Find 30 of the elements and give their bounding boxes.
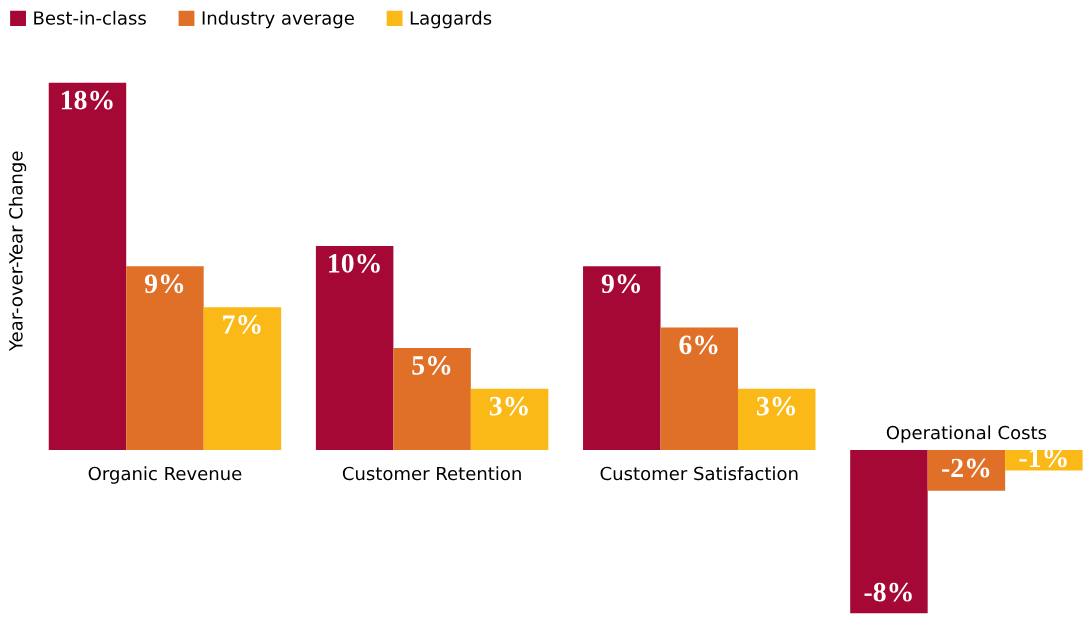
bar xyxy=(850,450,928,614)
bar xyxy=(48,82,127,451)
bar xyxy=(470,388,549,451)
bar xyxy=(583,266,661,451)
data-label: 5% xyxy=(412,355,451,375)
y-axis-title: Year-over-Year Change xyxy=(8,151,27,352)
bar xyxy=(927,450,1006,491)
bar xyxy=(315,245,394,451)
data-label: 7% xyxy=(223,315,261,334)
data-label: 18% xyxy=(61,90,113,110)
bar xyxy=(203,307,282,451)
bar xyxy=(660,327,738,451)
legend-label: Best-in-class xyxy=(34,10,146,25)
data-label: 9% xyxy=(601,274,641,294)
data-label: 6% xyxy=(679,335,718,355)
data-label: 10% xyxy=(329,253,380,273)
bar xyxy=(393,347,471,451)
legend-label: Laggards xyxy=(410,10,492,29)
x-tick-label: Customer Satisfaction xyxy=(600,466,798,481)
data-label: -2% xyxy=(941,458,990,478)
x-tick-label: Customer Retention xyxy=(342,466,521,481)
legend-label: Industry average xyxy=(202,10,354,29)
data-label: 3% xyxy=(756,396,795,416)
data-label: -8% xyxy=(864,582,912,602)
x-tick-label: Organic Revenue xyxy=(88,466,242,484)
data-label: 9% xyxy=(144,274,184,294)
data-label: 3% xyxy=(489,396,528,416)
x-tick-label: Operational Costs xyxy=(886,425,1047,443)
bar xyxy=(738,388,816,451)
bar xyxy=(126,266,204,451)
